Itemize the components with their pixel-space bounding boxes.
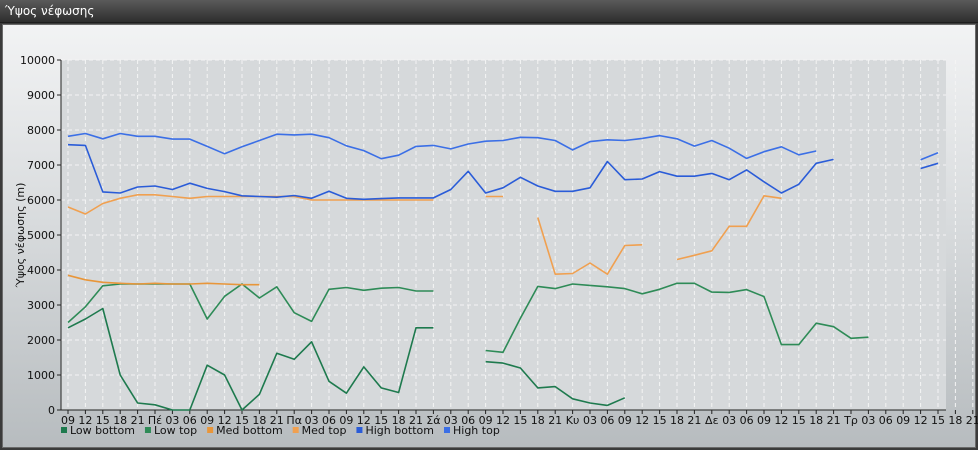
x-tick-label: 03 <box>444 414 458 427</box>
x-tick-label: Πα <box>286 414 302 427</box>
legend-swatch-low-top <box>144 427 151 433</box>
x-tick-label: 06 <box>183 414 197 427</box>
x-tick-label: 03 <box>583 414 597 427</box>
x-tick-label: 21 <box>687 414 701 427</box>
x-tick-label: 21 <box>966 414 978 427</box>
x-tick-label: 09 <box>61 414 75 427</box>
series-line-high-bottom <box>67 143 939 201</box>
title-bar: Ύψος νέφωσης <box>0 0 978 23</box>
window-title: Ύψος νέφωσης <box>5 4 95 18</box>
legend-label-low-bottom: Low bottom <box>70 424 135 437</box>
x-tick-label: 06 <box>322 414 336 427</box>
y-tick-label: 3000 <box>27 299 55 312</box>
series-line-low-bottom <box>67 307 626 411</box>
x-tick-label: 18 <box>252 414 266 427</box>
x-tick-label: 03 <box>861 414 875 427</box>
x-tick-label: 21 <box>827 414 841 427</box>
x-tick-label: Τρ <box>843 414 858 427</box>
legend-swatch-med-top <box>292 427 299 433</box>
legend-label-med-bottom: Med bottom <box>216 424 283 437</box>
y-tick-label: 1000 <box>27 369 55 382</box>
legend-swatch-high-top <box>444 427 450 433</box>
y-tick-label: 8000 <box>27 124 55 137</box>
x-tick-label: 12 <box>914 414 928 427</box>
series-line-high-top <box>67 132 939 161</box>
y-axis-title: Ύψος νέφωσης (m) <box>14 183 27 289</box>
x-tick-label: 15 <box>931 414 945 427</box>
x-tick-label: 12 <box>774 414 788 427</box>
legend-label-high-top: High top <box>453 424 500 437</box>
x-tick-label: 09 <box>200 414 214 427</box>
x-tick-label: 09 <box>896 414 910 427</box>
x-tick-label: 18 <box>531 414 545 427</box>
x-tick-label: 12 <box>78 414 92 427</box>
x-tick-label: 06 <box>461 414 475 427</box>
x-tick-label: 15 <box>374 414 388 427</box>
x-tick-label: Κυ <box>566 414 580 427</box>
x-tick-label: 15 <box>513 414 527 427</box>
x-tick-label: 18 <box>809 414 823 427</box>
x-tick-label: 06 <box>600 414 614 427</box>
legend-swatch-med-bottom <box>207 427 214 433</box>
x-tick-label: 18 <box>113 414 127 427</box>
x-tick-label: 15 <box>235 414 249 427</box>
x-tick-label: 09 <box>479 414 493 427</box>
y-tick-label: 5000 <box>27 229 55 242</box>
y-tick-label: 7000 <box>27 159 55 172</box>
legend-label-high-bottom: High bottom <box>365 424 434 437</box>
y-tick-label: 2000 <box>27 334 55 347</box>
y-tick-label: 6000 <box>27 194 55 207</box>
x-tick-label: 18 <box>948 414 962 427</box>
x-tick-label: Δε <box>705 414 719 427</box>
x-tick-label: Πέ <box>148 414 162 427</box>
y-tick-label: 4000 <box>27 264 55 277</box>
x-tick-label: 09 <box>339 414 353 427</box>
legend-swatch-low-bottom <box>61 427 67 433</box>
x-tick-label: 06 <box>879 414 893 427</box>
legend-label-med-top: Med top <box>302 424 347 437</box>
series-line-med-bottom <box>67 274 260 286</box>
x-tick-label: 21 <box>270 414 284 427</box>
y-tick-label: 0 <box>48 404 55 417</box>
x-tick-label: 18 <box>392 414 406 427</box>
legend-swatch-high-bottom <box>356 427 363 433</box>
y-tick-label: 9000 <box>27 89 55 102</box>
x-tick-label: 12 <box>496 414 510 427</box>
x-tick-label: 09 <box>757 414 771 427</box>
x-tick-label: 18 <box>670 414 684 427</box>
x-tick-label: 03 <box>165 414 179 427</box>
x-tick-label: 12 <box>357 414 371 427</box>
y-tick-label: 10000 <box>20 54 55 67</box>
x-tick-label: 12 <box>635 414 649 427</box>
x-tick-label: 21 <box>409 414 423 427</box>
x-tick-label: 15 <box>96 414 110 427</box>
x-tick-label: 15 <box>792 414 806 427</box>
x-tick-label: 15 <box>653 414 667 427</box>
x-tick-label: 09 <box>618 414 632 427</box>
legend-label-low-top: Low top <box>154 424 197 437</box>
x-tick-label: Σά <box>426 414 440 427</box>
x-tick-label: 03 <box>722 414 736 427</box>
x-tick-label: 06 <box>740 414 754 427</box>
x-tick-label: 12 <box>218 414 232 427</box>
x-tick-label: 21 <box>548 414 562 427</box>
x-tick-label: 03 <box>305 414 319 427</box>
x-tick-label: 21 <box>131 414 145 427</box>
